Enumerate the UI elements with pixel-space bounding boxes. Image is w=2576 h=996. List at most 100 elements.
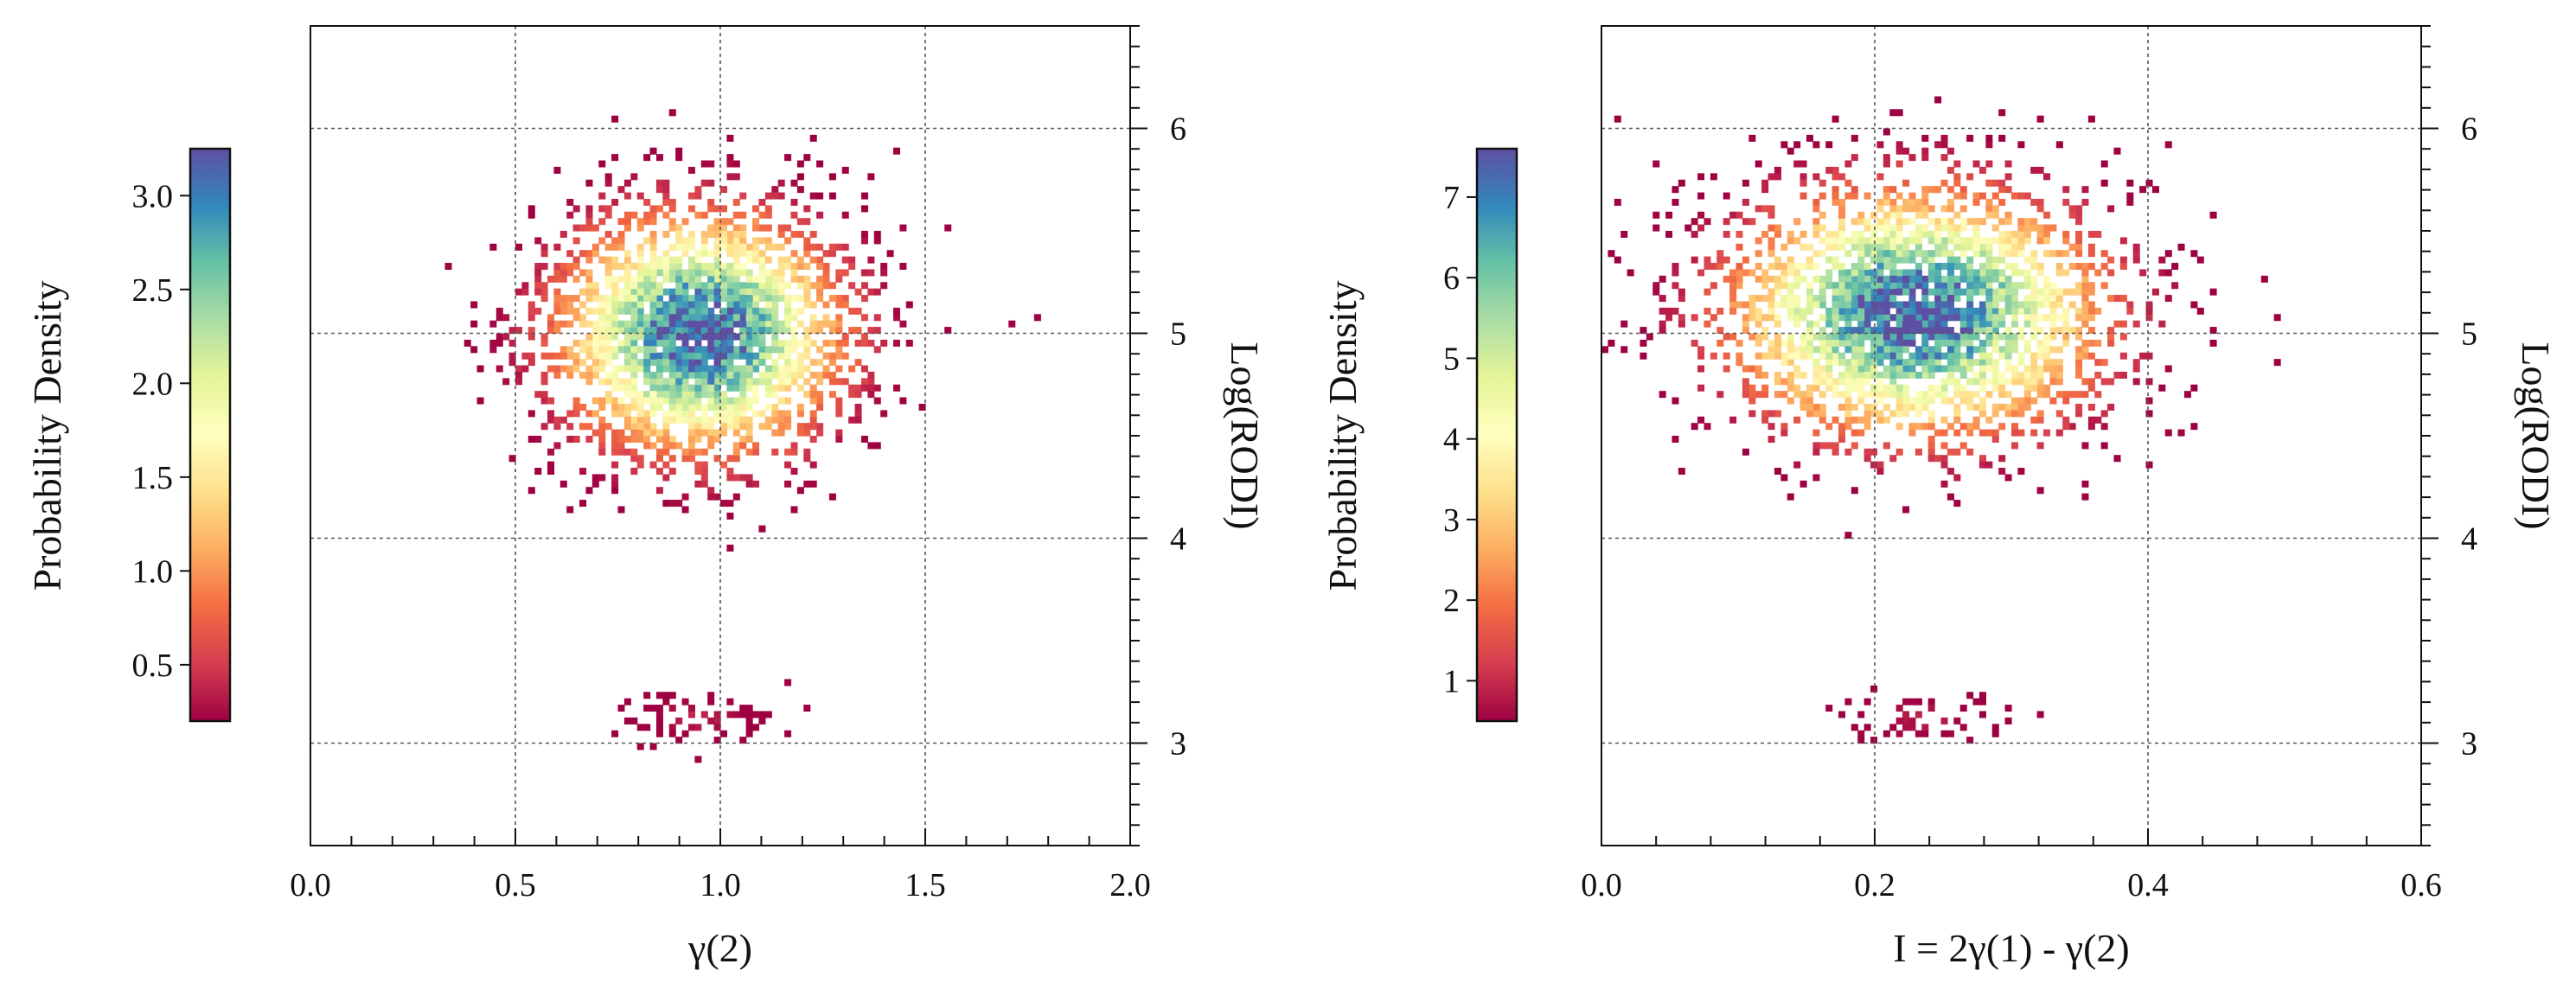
heatmap-cell: [700, 231, 708, 239]
heatmap-cell: [1895, 307, 1903, 315]
heatmap-cell: [2030, 359, 2038, 367]
heatmap-cell: [1934, 250, 1942, 258]
heatmap-cell: [1908, 256, 1916, 264]
heatmap-cell: [579, 269, 587, 277]
heatmap-cell: [1863, 359, 1871, 367]
heatmap-cell: [1972, 391, 1980, 399]
heatmap-cell: [1889, 198, 1897, 206]
heatmap-cell: [649, 743, 657, 750]
heatmap-cell: [784, 730, 792, 737]
heatmap-cell: [2004, 231, 2012, 239]
heatmap-cell: [1991, 224, 1999, 232]
heatmap-cell: [1863, 282, 1871, 290]
heatmap-cell: [1774, 166, 1781, 174]
heatmap-cell: [585, 250, 593, 258]
x-ticks-right: 0.0 0.2 0.4 0.6: [1581, 828, 2442, 903]
heatmap-cell: [655, 391, 663, 399]
heatmap-cell: [2017, 224, 2025, 232]
heatmap-cell: [1870, 461, 1878, 469]
heatmap-cell: [694, 211, 702, 219]
heatmap-cell: [2075, 250, 2083, 258]
heatmap-cell: [1787, 263, 1794, 271]
heatmap-cell: [1895, 397, 1903, 405]
heatmap-cell: [1934, 269, 1942, 277]
heatmap-cell: [1787, 493, 1794, 501]
heatmap-cell: [1921, 192, 1929, 200]
heatmap-cell: [745, 320, 753, 328]
heatmap-cell: [726, 455, 734, 463]
heatmap-cell: [2139, 352, 2147, 360]
heatmap-cell: [572, 314, 580, 322]
heatmap-cell: [1921, 320, 1929, 328]
heatmap-cell: [1742, 378, 1749, 386]
heatmap-cell: [636, 250, 644, 258]
heatmap-cell: [905, 301, 913, 309]
heatmap-cell: [1946, 205, 1954, 213]
heatmap-cell: [784, 384, 792, 392]
heatmap-cell: [2004, 378, 2012, 386]
heatmap-cell: [2030, 288, 2038, 296]
heatmap-cell: [732, 237, 740, 245]
heatmap-cell: [720, 359, 728, 367]
heatmap-cell: [2011, 429, 2019, 437]
heatmap-cell: [1672, 198, 1679, 206]
heatmap-cell: [515, 371, 523, 379]
heatmap-cell: [1940, 314, 1948, 322]
heatmap-cell: [835, 346, 843, 354]
heatmap-cell: [809, 461, 817, 469]
heatmap-cell: [1902, 403, 1910, 411]
y-tick-label: 5: [2461, 316, 2477, 353]
heatmap-cell: [623, 218, 631, 226]
heatmap-cell: [1921, 295, 1929, 303]
heatmap-cell: [1985, 320, 1993, 328]
heatmap-cell: [1978, 237, 1986, 245]
heatmap-cell: [752, 307, 760, 315]
heatmap-cell: [2055, 141, 2063, 149]
heatmap-cell: [630, 339, 638, 347]
heatmap-cell: [752, 333, 760, 341]
heatmap-cell: [2049, 282, 2057, 290]
heatmap-cell: [2164, 295, 2172, 303]
heatmap-cell: [1735, 339, 1743, 347]
heatmap-cell: [1895, 705, 1903, 712]
heatmap-cell: [591, 320, 599, 328]
heatmap-cell: [713, 327, 721, 335]
heatmap-cell: [2113, 320, 2121, 328]
heatmap-cell: [720, 391, 728, 399]
heatmap-cell: [720, 429, 728, 437]
heatmap-cell: [572, 237, 580, 245]
heatmap-cell: [1959, 327, 1967, 335]
heatmap-cell: [655, 327, 663, 335]
heatmap-cell: [643, 416, 651, 424]
heatmap-cell: [1831, 416, 1839, 424]
heatmap-cell: [1857, 243, 1865, 251]
heatmap-cell: [1953, 346, 1961, 354]
heatmap-cell: [662, 698, 670, 706]
heatmap-cell: [1895, 269, 1903, 277]
heatmap-cell: [732, 211, 740, 219]
heatmap-cell: [1927, 301, 1935, 309]
heatmap-cell: [1787, 282, 1794, 290]
heatmap-cell: [1825, 320, 1833, 328]
heatmap-cell: [636, 455, 644, 463]
heatmap-cell: [617, 288, 625, 296]
heatmap-cell: [1882, 128, 1890, 136]
heatmap-cell: [1870, 333, 1878, 341]
heatmap-cell: [2036, 166, 2044, 174]
heatmap-cell: [2017, 141, 2025, 149]
heatmap-cell: [636, 218, 644, 226]
heatmap-cell: [681, 218, 689, 226]
heatmap-cell: [790, 295, 798, 303]
heatmap-cell: [1857, 416, 1865, 424]
heatmap-cell: [700, 461, 708, 469]
heatmap-cell: [675, 147, 683, 155]
heatmap-cell: [1857, 269, 1865, 277]
heatmap-cell: [598, 474, 606, 482]
heatmap-cell: [572, 224, 580, 232]
heatmap-cell: [1870, 275, 1878, 283]
heatmap-cell: [1876, 416, 1884, 424]
heatmap-cell: [1844, 250, 1852, 258]
heatmap-cell: [764, 307, 772, 315]
heatmap-cell: [649, 231, 657, 239]
heatmap-cell: [880, 410, 888, 418]
